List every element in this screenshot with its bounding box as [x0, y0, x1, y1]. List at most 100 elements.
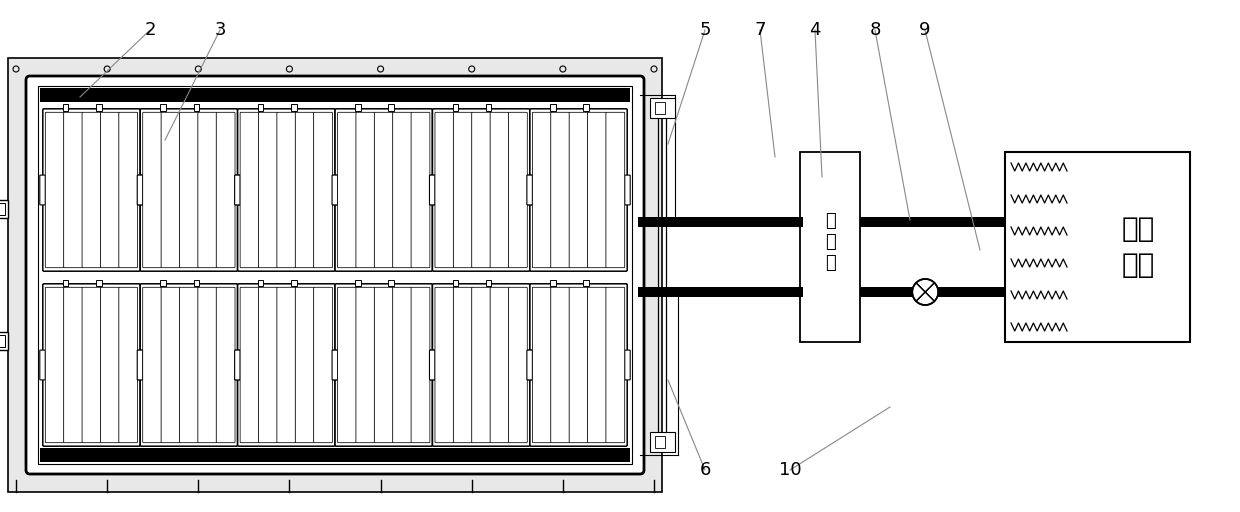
Bar — [650, 98, 675, 118]
Bar — [63, 104, 68, 111]
FancyBboxPatch shape — [508, 112, 527, 268]
FancyBboxPatch shape — [393, 287, 412, 443]
FancyBboxPatch shape — [180, 287, 198, 443]
FancyBboxPatch shape — [238, 109, 335, 271]
FancyBboxPatch shape — [527, 175, 532, 205]
Bar — [160, 104, 166, 111]
FancyBboxPatch shape — [234, 350, 241, 380]
FancyBboxPatch shape — [161, 287, 180, 443]
Bar — [291, 280, 296, 286]
FancyBboxPatch shape — [43, 284, 140, 446]
Text: 6: 6 — [699, 461, 711, 479]
FancyBboxPatch shape — [454, 112, 472, 268]
Bar — [97, 104, 102, 111]
Bar — [40, 88, 630, 102]
Bar — [861, 287, 1004, 297]
Text: 空调
机组: 空调 机组 — [1121, 215, 1154, 279]
FancyBboxPatch shape — [82, 112, 100, 268]
Bar — [258, 104, 263, 111]
FancyBboxPatch shape — [335, 284, 433, 446]
Bar — [193, 280, 200, 286]
FancyBboxPatch shape — [412, 112, 430, 268]
Bar — [388, 104, 394, 111]
FancyBboxPatch shape — [143, 287, 161, 443]
FancyBboxPatch shape — [606, 287, 625, 443]
FancyBboxPatch shape — [277, 112, 295, 268]
FancyBboxPatch shape — [198, 112, 217, 268]
FancyBboxPatch shape — [26, 76, 644, 474]
Bar — [800, 152, 861, 342]
Bar — [0, 332, 7, 350]
FancyBboxPatch shape — [430, 350, 435, 380]
FancyBboxPatch shape — [588, 112, 606, 268]
FancyBboxPatch shape — [508, 287, 527, 443]
FancyBboxPatch shape — [198, 287, 217, 443]
FancyBboxPatch shape — [374, 287, 393, 443]
Bar — [63, 280, 68, 286]
FancyBboxPatch shape — [430, 175, 435, 205]
FancyBboxPatch shape — [454, 287, 472, 443]
Bar — [486, 104, 491, 111]
Bar — [655, 436, 665, 448]
Bar — [0, 200, 7, 218]
FancyBboxPatch shape — [435, 112, 454, 268]
Bar — [388, 280, 394, 286]
FancyBboxPatch shape — [138, 175, 143, 205]
Bar — [453, 104, 458, 111]
FancyBboxPatch shape — [258, 112, 278, 268]
FancyBboxPatch shape — [527, 350, 533, 380]
FancyBboxPatch shape — [471, 287, 491, 443]
FancyBboxPatch shape — [82, 287, 100, 443]
FancyBboxPatch shape — [119, 287, 138, 443]
FancyBboxPatch shape — [569, 287, 588, 443]
Bar — [97, 280, 102, 286]
FancyBboxPatch shape — [234, 175, 241, 205]
FancyBboxPatch shape — [332, 175, 337, 205]
FancyBboxPatch shape — [63, 112, 83, 268]
FancyBboxPatch shape — [532, 112, 551, 268]
FancyBboxPatch shape — [100, 287, 119, 443]
FancyBboxPatch shape — [140, 109, 238, 271]
Text: 9: 9 — [919, 21, 931, 39]
FancyBboxPatch shape — [527, 350, 532, 380]
FancyBboxPatch shape — [40, 175, 46, 205]
FancyBboxPatch shape — [471, 112, 491, 268]
Text: 5: 5 — [699, 21, 711, 39]
Bar — [486, 280, 491, 286]
FancyBboxPatch shape — [295, 112, 314, 268]
FancyBboxPatch shape — [63, 287, 83, 443]
FancyBboxPatch shape — [295, 287, 314, 443]
FancyBboxPatch shape — [337, 287, 356, 443]
FancyBboxPatch shape — [606, 112, 625, 268]
Bar — [583, 280, 589, 286]
FancyBboxPatch shape — [625, 350, 630, 380]
Bar — [655, 102, 665, 114]
FancyBboxPatch shape — [180, 112, 198, 268]
FancyBboxPatch shape — [433, 109, 529, 271]
FancyBboxPatch shape — [43, 109, 140, 271]
FancyBboxPatch shape — [435, 287, 454, 443]
FancyBboxPatch shape — [258, 287, 278, 443]
FancyBboxPatch shape — [356, 287, 374, 443]
Bar — [650, 432, 675, 452]
FancyBboxPatch shape — [143, 112, 161, 268]
FancyBboxPatch shape — [490, 287, 508, 443]
FancyBboxPatch shape — [277, 287, 295, 443]
FancyBboxPatch shape — [433, 284, 529, 446]
FancyBboxPatch shape — [332, 350, 339, 380]
Bar — [160, 280, 166, 286]
Bar — [1004, 152, 1190, 342]
FancyBboxPatch shape — [490, 112, 508, 268]
Bar — [0, 203, 5, 215]
FancyBboxPatch shape — [46, 112, 64, 268]
FancyBboxPatch shape — [236, 350, 241, 380]
Text: 10: 10 — [779, 461, 801, 479]
Bar — [913, 279, 939, 305]
Text: 2: 2 — [144, 21, 156, 39]
FancyBboxPatch shape — [216, 287, 236, 443]
Bar — [551, 104, 556, 111]
FancyBboxPatch shape — [529, 109, 627, 271]
FancyBboxPatch shape — [119, 112, 138, 268]
Bar — [355, 280, 361, 286]
Bar — [0, 335, 5, 347]
